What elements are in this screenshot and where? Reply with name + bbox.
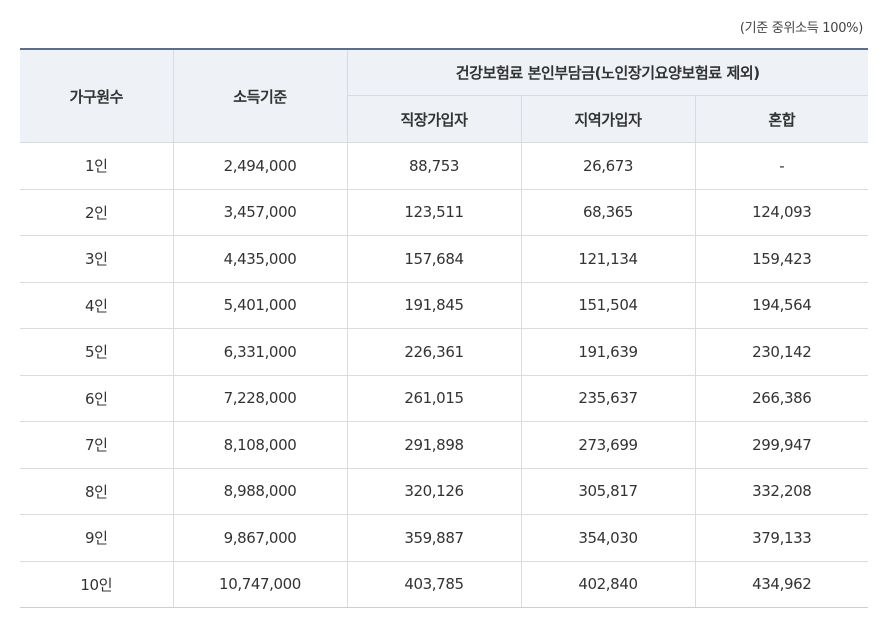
cell-mixed: 379,133 <box>694 514 869 562</box>
cell-household-size: 10인 <box>20 561 173 608</box>
cell-household-size: 1인 <box>20 142 173 190</box>
cell-income-standard: 8,988,000 <box>172 468 347 515</box>
cell-regional-subscriber: 273,699 <box>520 421 695 469</box>
cell-employee-subscriber: 291,898 <box>346 421 521 469</box>
cell-regional-subscriber: 235,637 <box>520 375 695 422</box>
cell-regional-subscriber: 151,504 <box>520 282 695 329</box>
cell-mixed: 159,423 <box>694 235 869 283</box>
table-row: 2인 3,457,000 123,511 68,365 124,093 <box>20 189 869 236</box>
income-standard-table: 가구원수 소득기준 건강보험료 본인부담금(노인장기요양보험료 제외) 직장가입… <box>20 48 869 608</box>
cell-household-size: 7인 <box>20 421 173 469</box>
cell-household-size: 4인 <box>20 282 173 329</box>
cell-household-size: 8인 <box>20 468 173 515</box>
cell-regional-subscriber: 402,840 <box>520 561 695 608</box>
cell-household-size: 9인 <box>20 514 173 562</box>
cell-income-standard: 10,747,000 <box>172 561 347 608</box>
table-row: 7인 8,108,000 291,898 273,699 299,947 <box>20 421 869 469</box>
cell-mixed: 230,142 <box>694 328 869 376</box>
cell-regional-subscriber: 354,030 <box>520 514 695 562</box>
cell-income-standard: 3,457,000 <box>172 189 347 236</box>
cell-income-standard: 8,108,000 <box>172 421 347 469</box>
cell-employee-subscriber: 88,753 <box>346 142 521 190</box>
header-regional-subscriber: 지역가입자 <box>520 95 695 143</box>
cell-mixed: 194,564 <box>694 282 869 329</box>
cell-income-standard: 9,867,000 <box>172 514 347 562</box>
cell-employee-subscriber: 359,887 <box>346 514 521 562</box>
cell-income-standard: 4,435,000 <box>172 235 347 283</box>
cell-household-size: 3인 <box>20 235 173 283</box>
table-row: 8인 8,988,000 320,126 305,817 332,208 <box>20 468 869 515</box>
table-row: 9인 9,867,000 359,887 354,030 379,133 <box>20 514 869 562</box>
cell-employee-subscriber: 320,126 <box>346 468 521 515</box>
cell-income-standard: 6,331,000 <box>172 328 347 376</box>
cell-regional-subscriber: 305,817 <box>520 468 695 515</box>
header-income-standard: 소득기준 <box>172 48 347 143</box>
cell-mixed: 332,208 <box>694 468 869 515</box>
cell-household-size: 6인 <box>20 375 173 422</box>
table-row: 5인 6,331,000 226,361 191,639 230,142 <box>20 328 869 376</box>
header-insurance-group: 건강보험료 본인부담금(노인장기요양보험료 제외) <box>346 48 869 96</box>
cell-income-standard: 5,401,000 <box>172 282 347 329</box>
cell-mixed: - <box>694 142 869 190</box>
cell-employee-subscriber: 191,845 <box>346 282 521 329</box>
header-mixed: 혼합 <box>694 95 869 143</box>
cell-mixed: 124,093 <box>694 189 869 236</box>
table-row: 10인 10,747,000 403,785 402,840 434,962 <box>20 561 869 608</box>
cell-mixed: 266,386 <box>694 375 869 422</box>
cell-employee-subscriber: 226,361 <box>346 328 521 376</box>
cell-mixed: 299,947 <box>694 421 869 469</box>
cell-household-size: 2인 <box>20 189 173 236</box>
cell-employee-subscriber: 123,511 <box>346 189 521 236</box>
cell-income-standard: 7,228,000 <box>172 375 347 422</box>
cell-regional-subscriber: 68,365 <box>520 189 695 236</box>
table-header: 가구원수 소득기준 건강보험료 본인부담금(노인장기요양보험료 제외) 직장가입… <box>20 48 869 143</box>
table-body: 1인 2,494,000 88,753 26,673-2인 3,457,000 123,5… <box>20 142 869 608</box>
cell-income-standard: 2,494,000 <box>172 142 347 190</box>
table-row: 6인 7,228,000 261,015 235,637 266,386 <box>20 375 869 422</box>
cell-employee-subscriber: 157,684 <box>346 235 521 283</box>
cell-regional-subscriber: 26,673 <box>520 142 695 190</box>
header-employee-subscriber: 직장가입자 <box>346 95 521 143</box>
table-row: 3인 4,435,000 157,684 121,134 159,423 <box>20 235 869 283</box>
cell-regional-subscriber: 191,639 <box>520 328 695 376</box>
cell-regional-subscriber: 121,134 <box>520 235 695 283</box>
cell-household-size: 5인 <box>20 328 173 376</box>
cell-mixed: 434,962 <box>694 561 869 608</box>
table-note: (기준 중위소득 100%) <box>739 21 863 36</box>
cell-employee-subscriber: 403,785 <box>346 561 521 608</box>
table-row: 4인 5,401,000 191,845 151,504 194,564 <box>20 282 869 329</box>
header-household-size: 가구원수 <box>20 48 173 143</box>
table-row: 1인 2,494,000 88,753 26,673- <box>20 142 869 190</box>
cell-employee-subscriber: 261,015 <box>346 375 521 422</box>
